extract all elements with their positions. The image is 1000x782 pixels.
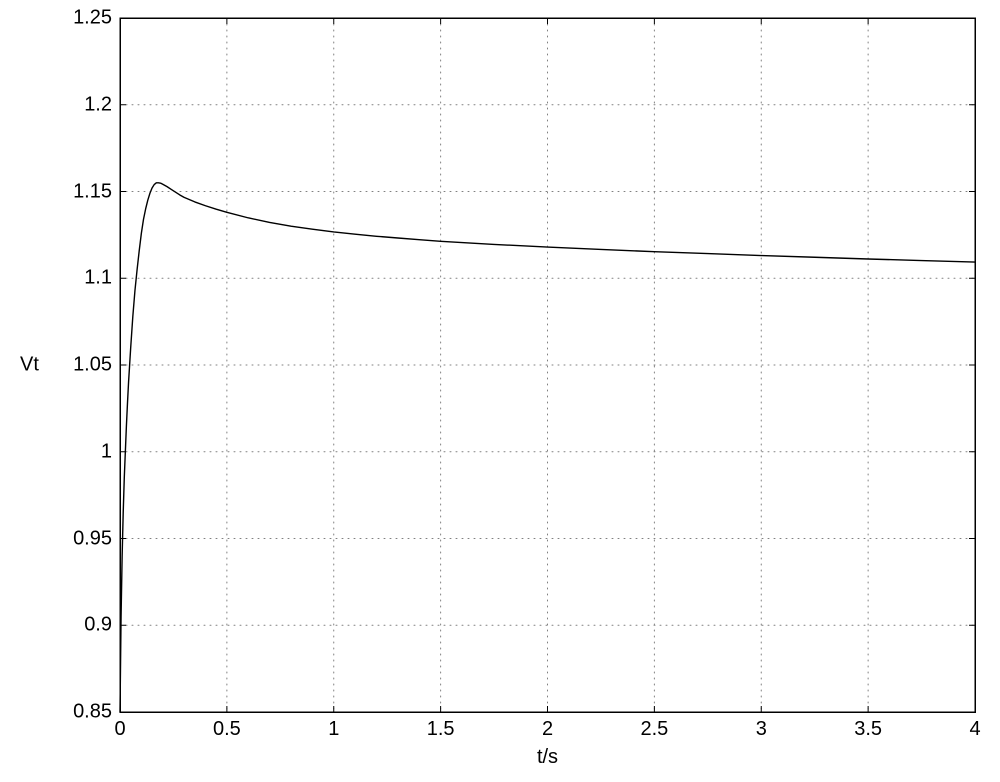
y-tick-label: 1.1 [84, 267, 112, 290]
x-tick-label: 3.5 [854, 718, 882, 741]
x-axis-label: t/s [537, 746, 558, 769]
series-line-vt [120, 183, 975, 712]
y-tick-label: 1.05 [73, 354, 112, 377]
y-tick-label: 1.2 [84, 93, 112, 116]
y-axis-label: Vt [20, 354, 39, 377]
y-tick-label: 0.95 [73, 527, 112, 550]
x-tick-label: 1 [328, 718, 339, 741]
y-tick-label: 0.9 [84, 614, 112, 637]
x-tick-label: 1.5 [427, 718, 455, 741]
x-tick-label: 2 [542, 718, 553, 741]
x-tick-label: 0 [114, 718, 125, 741]
y-tick-label: 1 [101, 440, 112, 463]
y-tick-label: 1.15 [73, 180, 112, 203]
vt-line-chart: Vt t/s 0 0.5 1 1.5 2 2.5 3 3.5 4 0.85 0.9 0.95 1 1.0… [0, 0, 1000, 782]
x-tick-label: 3 [756, 718, 767, 741]
x-tick-label: 0.5 [213, 718, 241, 741]
y-tick-label: 1.25 [73, 7, 112, 30]
y-tick-label: 0.85 [73, 701, 112, 724]
x-tick-label: 2.5 [640, 718, 668, 741]
plot-area [0, 0, 1000, 782]
x-tick-label: 4 [969, 718, 980, 741]
